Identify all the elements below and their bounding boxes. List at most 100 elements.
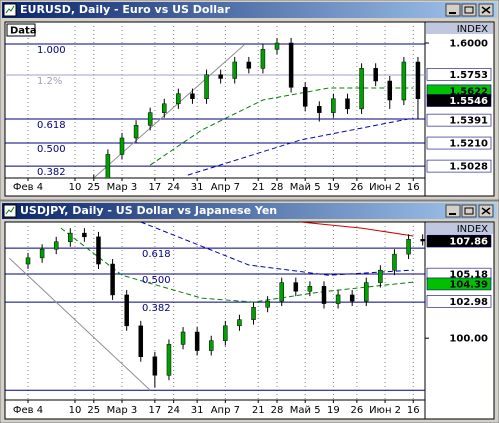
x-tick-label: Июн 2 [369,182,401,193]
price-tag [426,159,492,173]
candle-body [359,68,364,110]
plot [5,22,425,178]
plot [5,222,425,400]
indicator-line [300,222,414,237]
candle-body [265,300,270,308]
candle-body [133,125,139,139]
candle-body [293,282,299,292]
indicator-line [149,87,414,166]
indicator-line [187,117,414,176]
price-label: 1.5546 [449,96,488,107]
x-tick-label: Мар 3 [107,405,138,416]
candle-body [176,93,181,105]
price-label: 1.5622 [449,86,488,97]
x-tick-label: 19 [327,182,340,193]
candle-body [223,325,228,341]
candle-body [406,239,411,255]
window-icons [3,3,17,218]
x-tick-label: 21 [252,182,265,193]
candle-body [68,232,73,243]
x-tick-label: 16 [407,182,420,193]
x-tick-label: 24 [167,182,180,193]
candle-body [166,344,172,376]
fib-label: 1.2% [37,76,62,87]
candle-body [237,319,242,327]
x-tick-label: 19 [327,405,340,416]
x-tick-label: Май 5 [290,405,321,416]
window-buttons[interactable] [445,3,494,218]
x-tick-label: 21 [252,405,265,416]
candle-body [335,294,341,304]
candle-body [119,137,125,155]
candle-body [420,239,425,242]
price-tag [426,277,492,291]
x-tick-label: Фев 4 [13,405,43,416]
indicator-line [140,222,414,276]
x-tick-label: Июн 2 [369,405,401,416]
price-panel [424,221,495,420]
price-label: 1.5210 [449,139,488,150]
price-tag [426,295,492,308]
candle-body [152,356,158,376]
price-tag [426,136,492,150]
candle-body [302,87,308,107]
candle-body [321,286,327,304]
candle-body [392,253,397,271]
price-label: 1.6000 [449,39,488,50]
price-label: 104.39 [449,279,488,290]
data-tag-box [6,23,36,37]
candle-body [307,286,313,292]
candle-body [349,294,355,302]
candle-body [190,93,195,99]
candle-body [317,106,322,113]
index-band [426,23,493,34]
price-label: 1.5391 [449,116,488,127]
candle-body [39,248,45,259]
candle-body [25,257,31,265]
price-label: 107.86 [449,237,488,248]
x-tick-label: 25 [87,405,100,416]
x-tick-label: 26 [351,405,364,416]
candle-body [373,68,378,82]
price-label: 1.5753 [449,70,488,81]
candle-body [218,74,223,79]
candle-body [124,294,129,327]
candle-body [401,61,407,101]
candle-body [288,42,294,88]
window-title: EURUSD, Daily - Euro vs US Dollar [20,3,230,16]
price-tag [426,67,492,81]
candle-body [53,241,59,250]
candle-body [364,282,369,302]
price-tag [426,113,492,127]
candle-body [251,307,256,320]
price-tag [426,234,492,248]
fib-label: 0.382 [37,167,66,178]
x-tick-label: Мар 3 [107,182,138,193]
candle-body [274,42,280,50]
candle-body [180,331,186,345]
candle-body [246,61,252,69]
fib-label: 0.618 [142,249,171,260]
candle-body [110,263,115,296]
index-label: INDEX [457,24,488,35]
candle-body [415,61,421,99]
x-tick-label: Фев 4 [13,182,43,193]
candle-body [194,331,200,351]
x-tick-label: 24 [167,405,180,416]
indicator-line [8,257,151,391]
x-tick-label: 26 [351,182,364,193]
candle-body [138,325,144,357]
indicator-line [93,44,245,178]
x-tick-label: 17 [148,182,161,193]
candle-body [387,80,393,101]
candle-body [96,236,101,265]
candle-body [378,269,383,283]
x-tick-label: 16 [407,405,420,416]
window-title: USDJPY, Daily - US Dollar vs Japanese Ye… [20,204,277,217]
x-tick-label: Апр 7 [211,182,240,193]
price-label: 1.5028 [449,162,488,173]
candle-body [232,61,237,79]
x-tick-label: 10 [69,182,82,193]
fib-label: 0.500 [37,144,66,155]
candle-body [208,340,214,351]
